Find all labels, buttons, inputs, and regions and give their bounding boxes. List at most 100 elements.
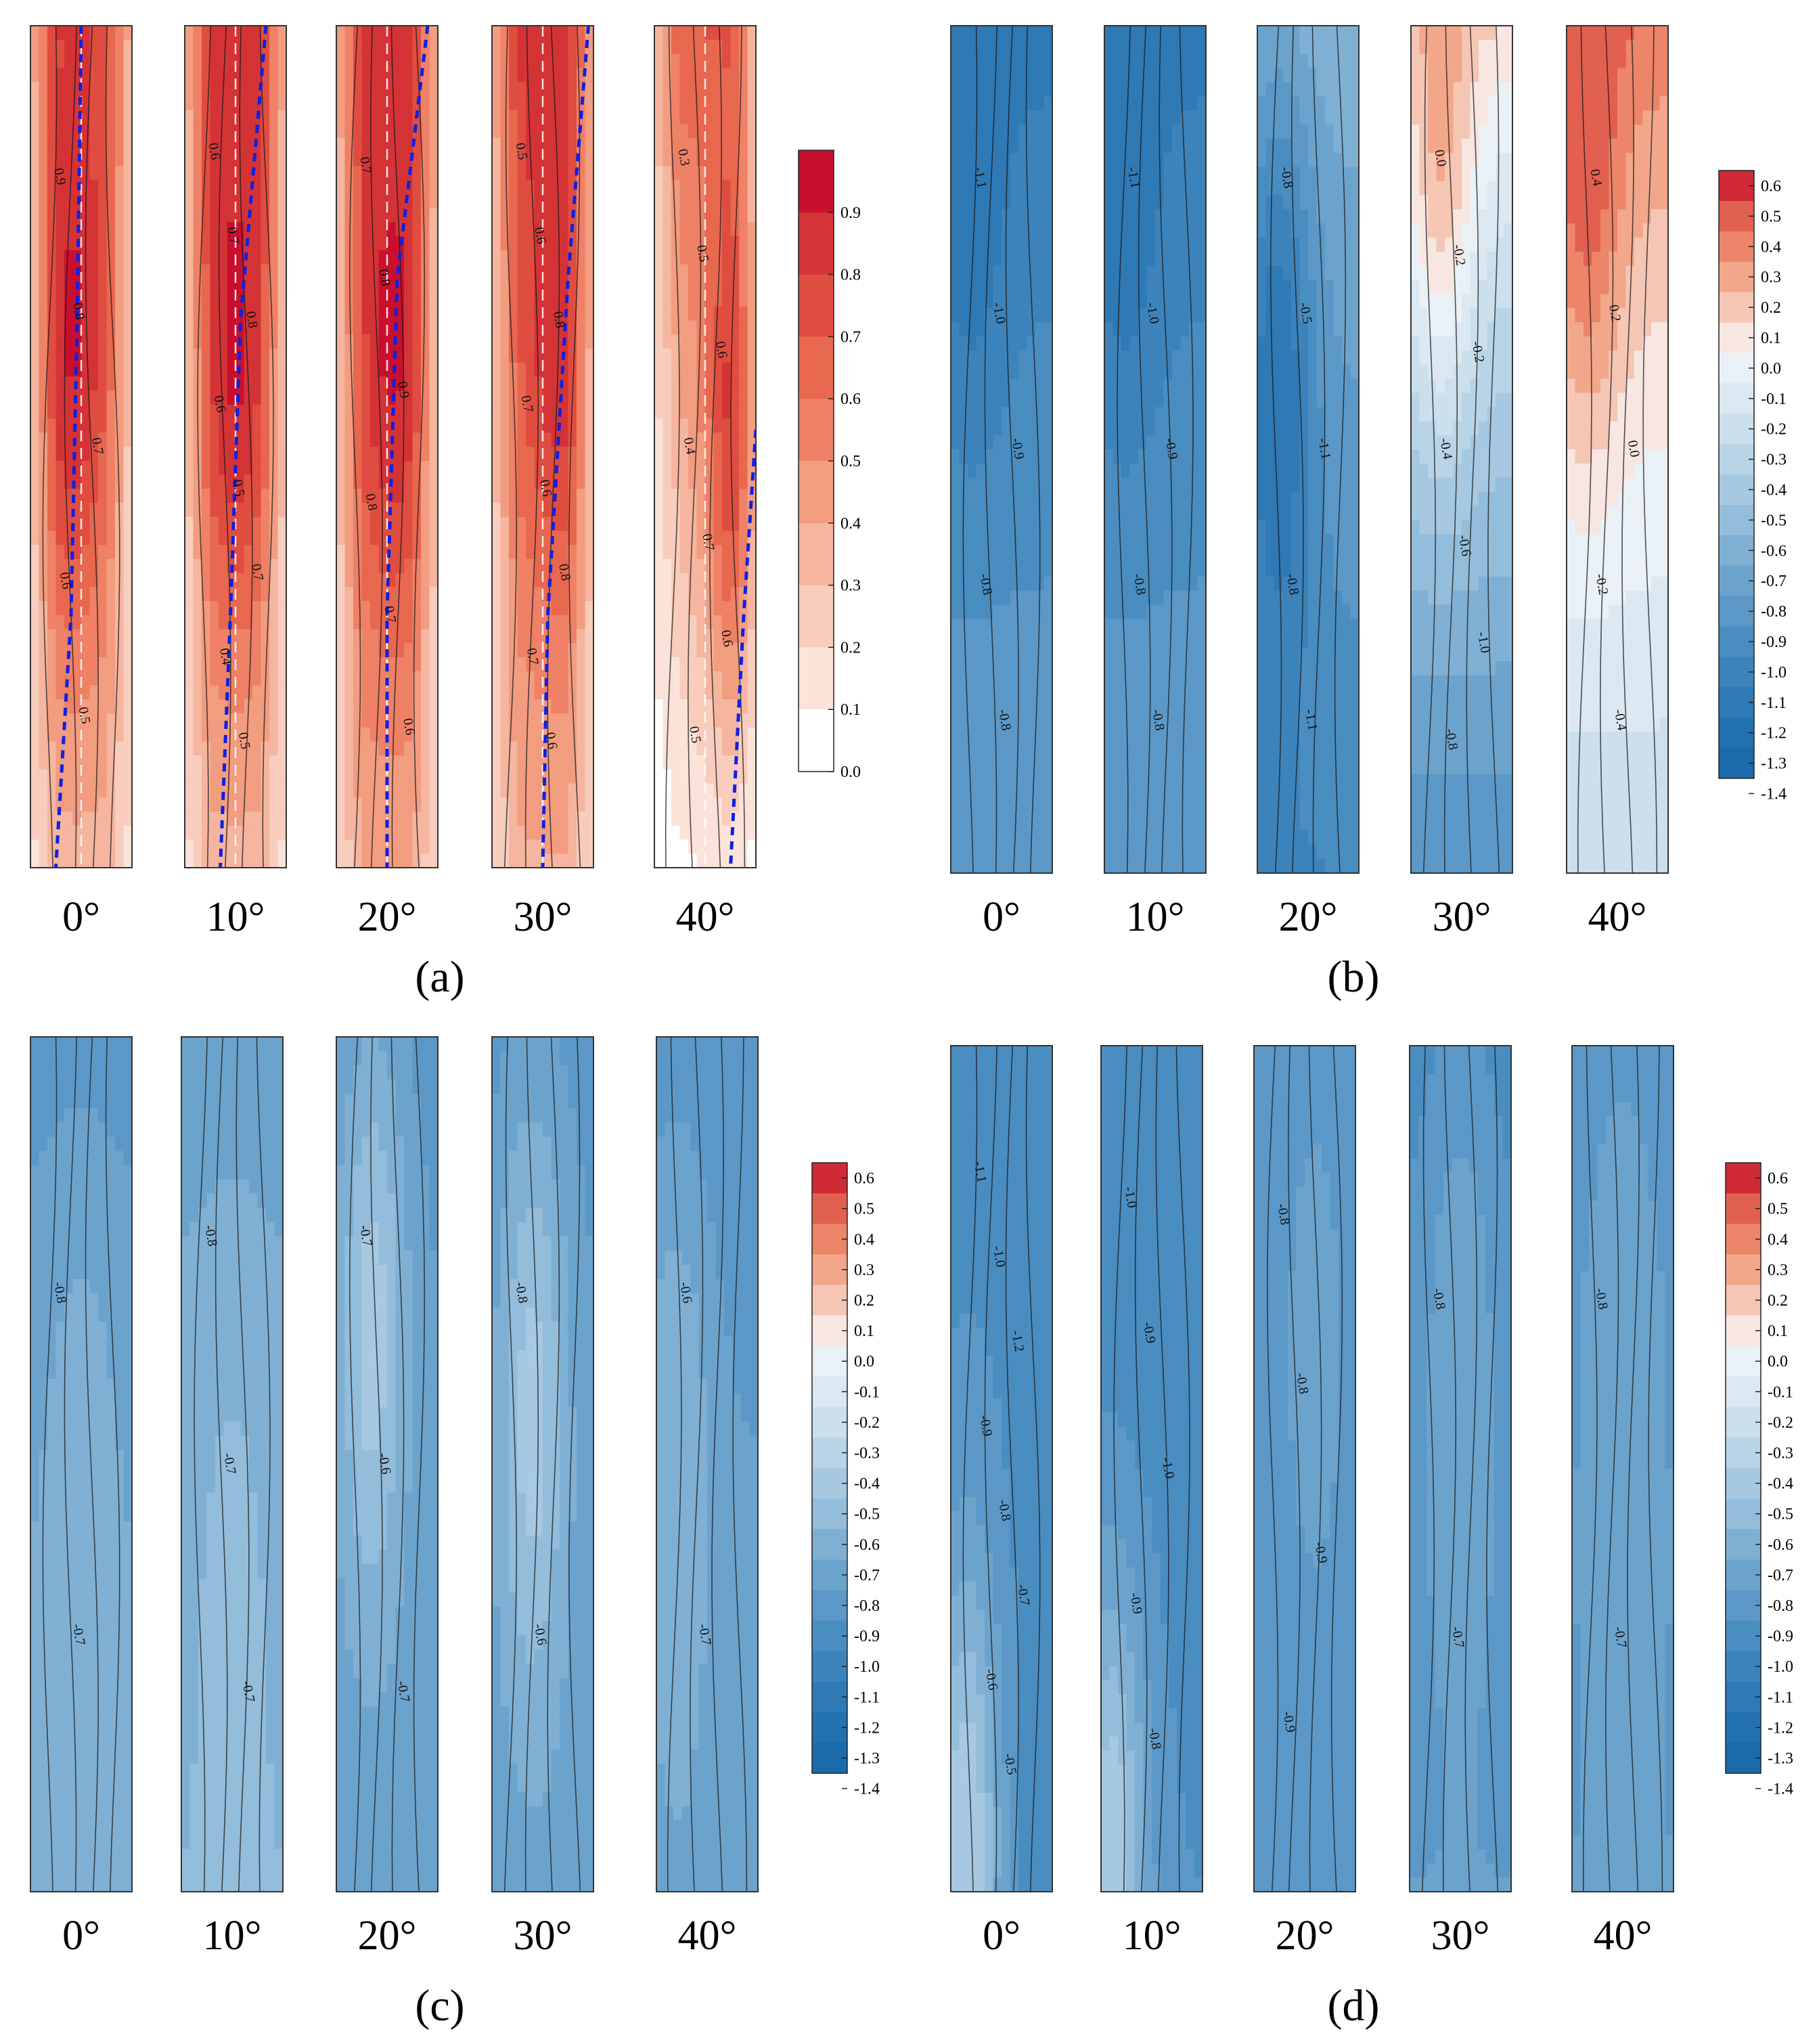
field-cell (985, 435, 994, 450)
field-cell (123, 306, 132, 321)
field-cell (993, 294, 1002, 309)
field-cell (412, 320, 422, 335)
field-cell (526, 404, 535, 420)
field-cell (1172, 26, 1182, 41)
field-cell (269, 783, 279, 798)
field-cell (722, 727, 732, 742)
field-cell (1018, 407, 1028, 422)
field-cell (1043, 435, 1052, 450)
field-cell (1002, 816, 1011, 831)
field-cell (1129, 152, 1139, 168)
field-cell (244, 685, 253, 700)
field-cell (1155, 238, 1165, 252)
field-cell (115, 460, 125, 476)
field-cell (560, 797, 569, 812)
field-cell (1043, 717, 1052, 732)
field-cell (492, 615, 501, 630)
field-cell (361, 95, 371, 110)
field-cell (202, 152, 211, 166)
field-cell (526, 26, 535, 41)
field-cell (344, 699, 354, 714)
field-cell (244, 278, 253, 293)
field-cell (185, 208, 194, 223)
field-cell (269, 601, 279, 616)
field-cell (1189, 619, 1198, 634)
field-cell (1035, 125, 1045, 139)
field-cell (353, 250, 363, 265)
field-cell (679, 26, 689, 41)
field-cell (115, 81, 125, 97)
field-cell (663, 797, 672, 812)
field-cell (1104, 181, 1114, 196)
field-cell (421, 236, 430, 251)
field-cell (1104, 68, 1114, 83)
field-cell (722, 573, 732, 587)
field-cell (688, 194, 698, 209)
field-cell (421, 587, 430, 602)
field-cell (81, 839, 91, 854)
field-cell (123, 755, 132, 770)
field-cell (387, 685, 397, 700)
field-cell (261, 292, 270, 307)
field-cell (210, 615, 219, 630)
field-cell (705, 53, 715, 68)
field-cell (210, 180, 219, 195)
field-cell (1043, 520, 1052, 535)
field-cell (277, 418, 286, 433)
field-cell (89, 166, 99, 181)
field-cell (412, 208, 422, 223)
field-cell (739, 741, 748, 756)
field-cell (747, 615, 756, 630)
field-cell (526, 797, 535, 812)
field-cell (421, 152, 430, 166)
field-cell (98, 502, 108, 518)
field-cell (1113, 308, 1122, 323)
field-cell (244, 152, 253, 166)
field-cell (1010, 788, 1019, 803)
field-cell (336, 573, 346, 587)
field-cell (526, 853, 535, 868)
field-cell (39, 615, 48, 630)
field-cell (269, 137, 279, 153)
field-cell (261, 432, 270, 447)
field-cell (509, 152, 518, 166)
field-cell (492, 769, 501, 784)
field-cell (227, 278, 236, 293)
field-cell (1002, 774, 1011, 789)
field-cell (663, 264, 672, 279)
field-cell (1163, 619, 1173, 634)
field-cell (509, 839, 518, 854)
field-cell (492, 531, 501, 546)
colorbar-tick-label: 0.7 (840, 328, 861, 346)
field-cell (98, 418, 108, 433)
field-cell (1172, 238, 1182, 252)
field-cell (89, 250, 99, 265)
field-cell (353, 713, 363, 728)
field-cell (1197, 647, 1206, 662)
field-cell (344, 797, 354, 812)
field-cell (1035, 82, 1045, 97)
field-cell (344, 152, 354, 166)
field-cell (1138, 520, 1148, 535)
field-cell (543, 489, 552, 504)
field-cell (976, 223, 985, 238)
field-cell (993, 110, 1002, 125)
field-cell (1018, 322, 1028, 337)
field-cell (1189, 265, 1198, 281)
field-cell (252, 839, 262, 854)
field-cell (959, 619, 968, 634)
field-cell (269, 825, 279, 841)
field-cell (526, 727, 535, 742)
field-cell (353, 629, 363, 644)
field-cell (968, 350, 977, 365)
field-cell (378, 447, 388, 462)
field-cell (1027, 463, 1036, 479)
field-cell (39, 432, 48, 447)
field-cell (500, 587, 510, 602)
field-cell (1027, 604, 1036, 619)
field-cell (235, 573, 245, 587)
field-cell (219, 236, 228, 251)
field-cell (39, 110, 48, 125)
field-cell (55, 292, 65, 307)
field-cell (1002, 477, 1011, 493)
